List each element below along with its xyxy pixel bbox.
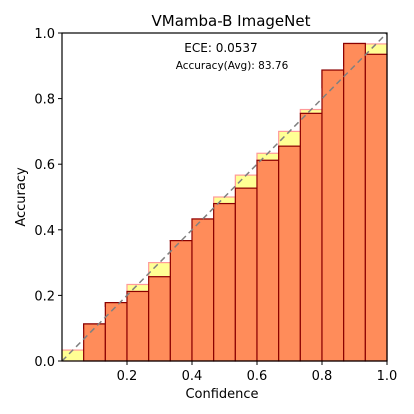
accuracy-bar-14 (364, 53, 388, 362)
gap-bar-3 (126, 283, 150, 293)
y-axis-label: Accuracy (14, 167, 29, 227)
chart-title: VMamba-B ImageNet (152, 12, 311, 30)
accuracy-annotation: Accuracy(Avg): 83.76 (176, 60, 289, 72)
x-tick-label-0: 0.2 (117, 369, 138, 384)
x-tick-label-3: 0.8 (312, 369, 333, 384)
accuracy-bar-13 (343, 42, 366, 362)
y-tick-label-0: 0.0 (34, 355, 55, 370)
x-tick-label-2: 0.6 (247, 369, 268, 384)
accuracy-bar-7 (213, 202, 236, 362)
accuracy-bar-6 (191, 218, 215, 362)
plot-area (61, 32, 388, 362)
gap-bar-0 (61, 349, 85, 362)
plot-frame (61, 32, 388, 362)
accuracy-bar-3 (126, 290, 150, 362)
y-tick-label-2: 0.4 (34, 224, 55, 239)
accuracy-bar-5 (169, 240, 193, 362)
accuracy-bar-12 (321, 69, 345, 362)
accuracy-bar-9 (256, 159, 280, 362)
accuracy-bar-4 (148, 276, 171, 362)
accuracy-bar-11 (299, 112, 323, 362)
y-tick-label-5: 1.0 (34, 27, 55, 42)
gap-bar-8 (234, 174, 258, 189)
gap-bar-14 (364, 43, 388, 55)
ece-annotation: ECE: 0.0537 (184, 41, 257, 55)
x-tick-label-4: 1.0 (377, 369, 398, 384)
gap-bar-4 (148, 262, 171, 278)
accuracy-bar-8 (234, 187, 258, 362)
y-tick-label-3: 0.6 (34, 158, 55, 173)
y-tick-label-1: 0.2 (34, 289, 55, 304)
x-tick-label-1: 0.4 (182, 369, 203, 384)
x-axis-label: Confidence (185, 387, 258, 402)
diagonal-line (61, 32, 388, 362)
y-tick-label-4: 0.8 (34, 93, 55, 108)
accuracy-bar-10 (278, 145, 301, 362)
accuracy-bar-2 (104, 302, 128, 362)
axis-ticks: 0.2 0.4 0.6 0.8 1.0 0.0 0.2 0.4 0.6 0.8 1.0 (34, 27, 397, 384)
accuracy-bar-1 (83, 323, 106, 362)
